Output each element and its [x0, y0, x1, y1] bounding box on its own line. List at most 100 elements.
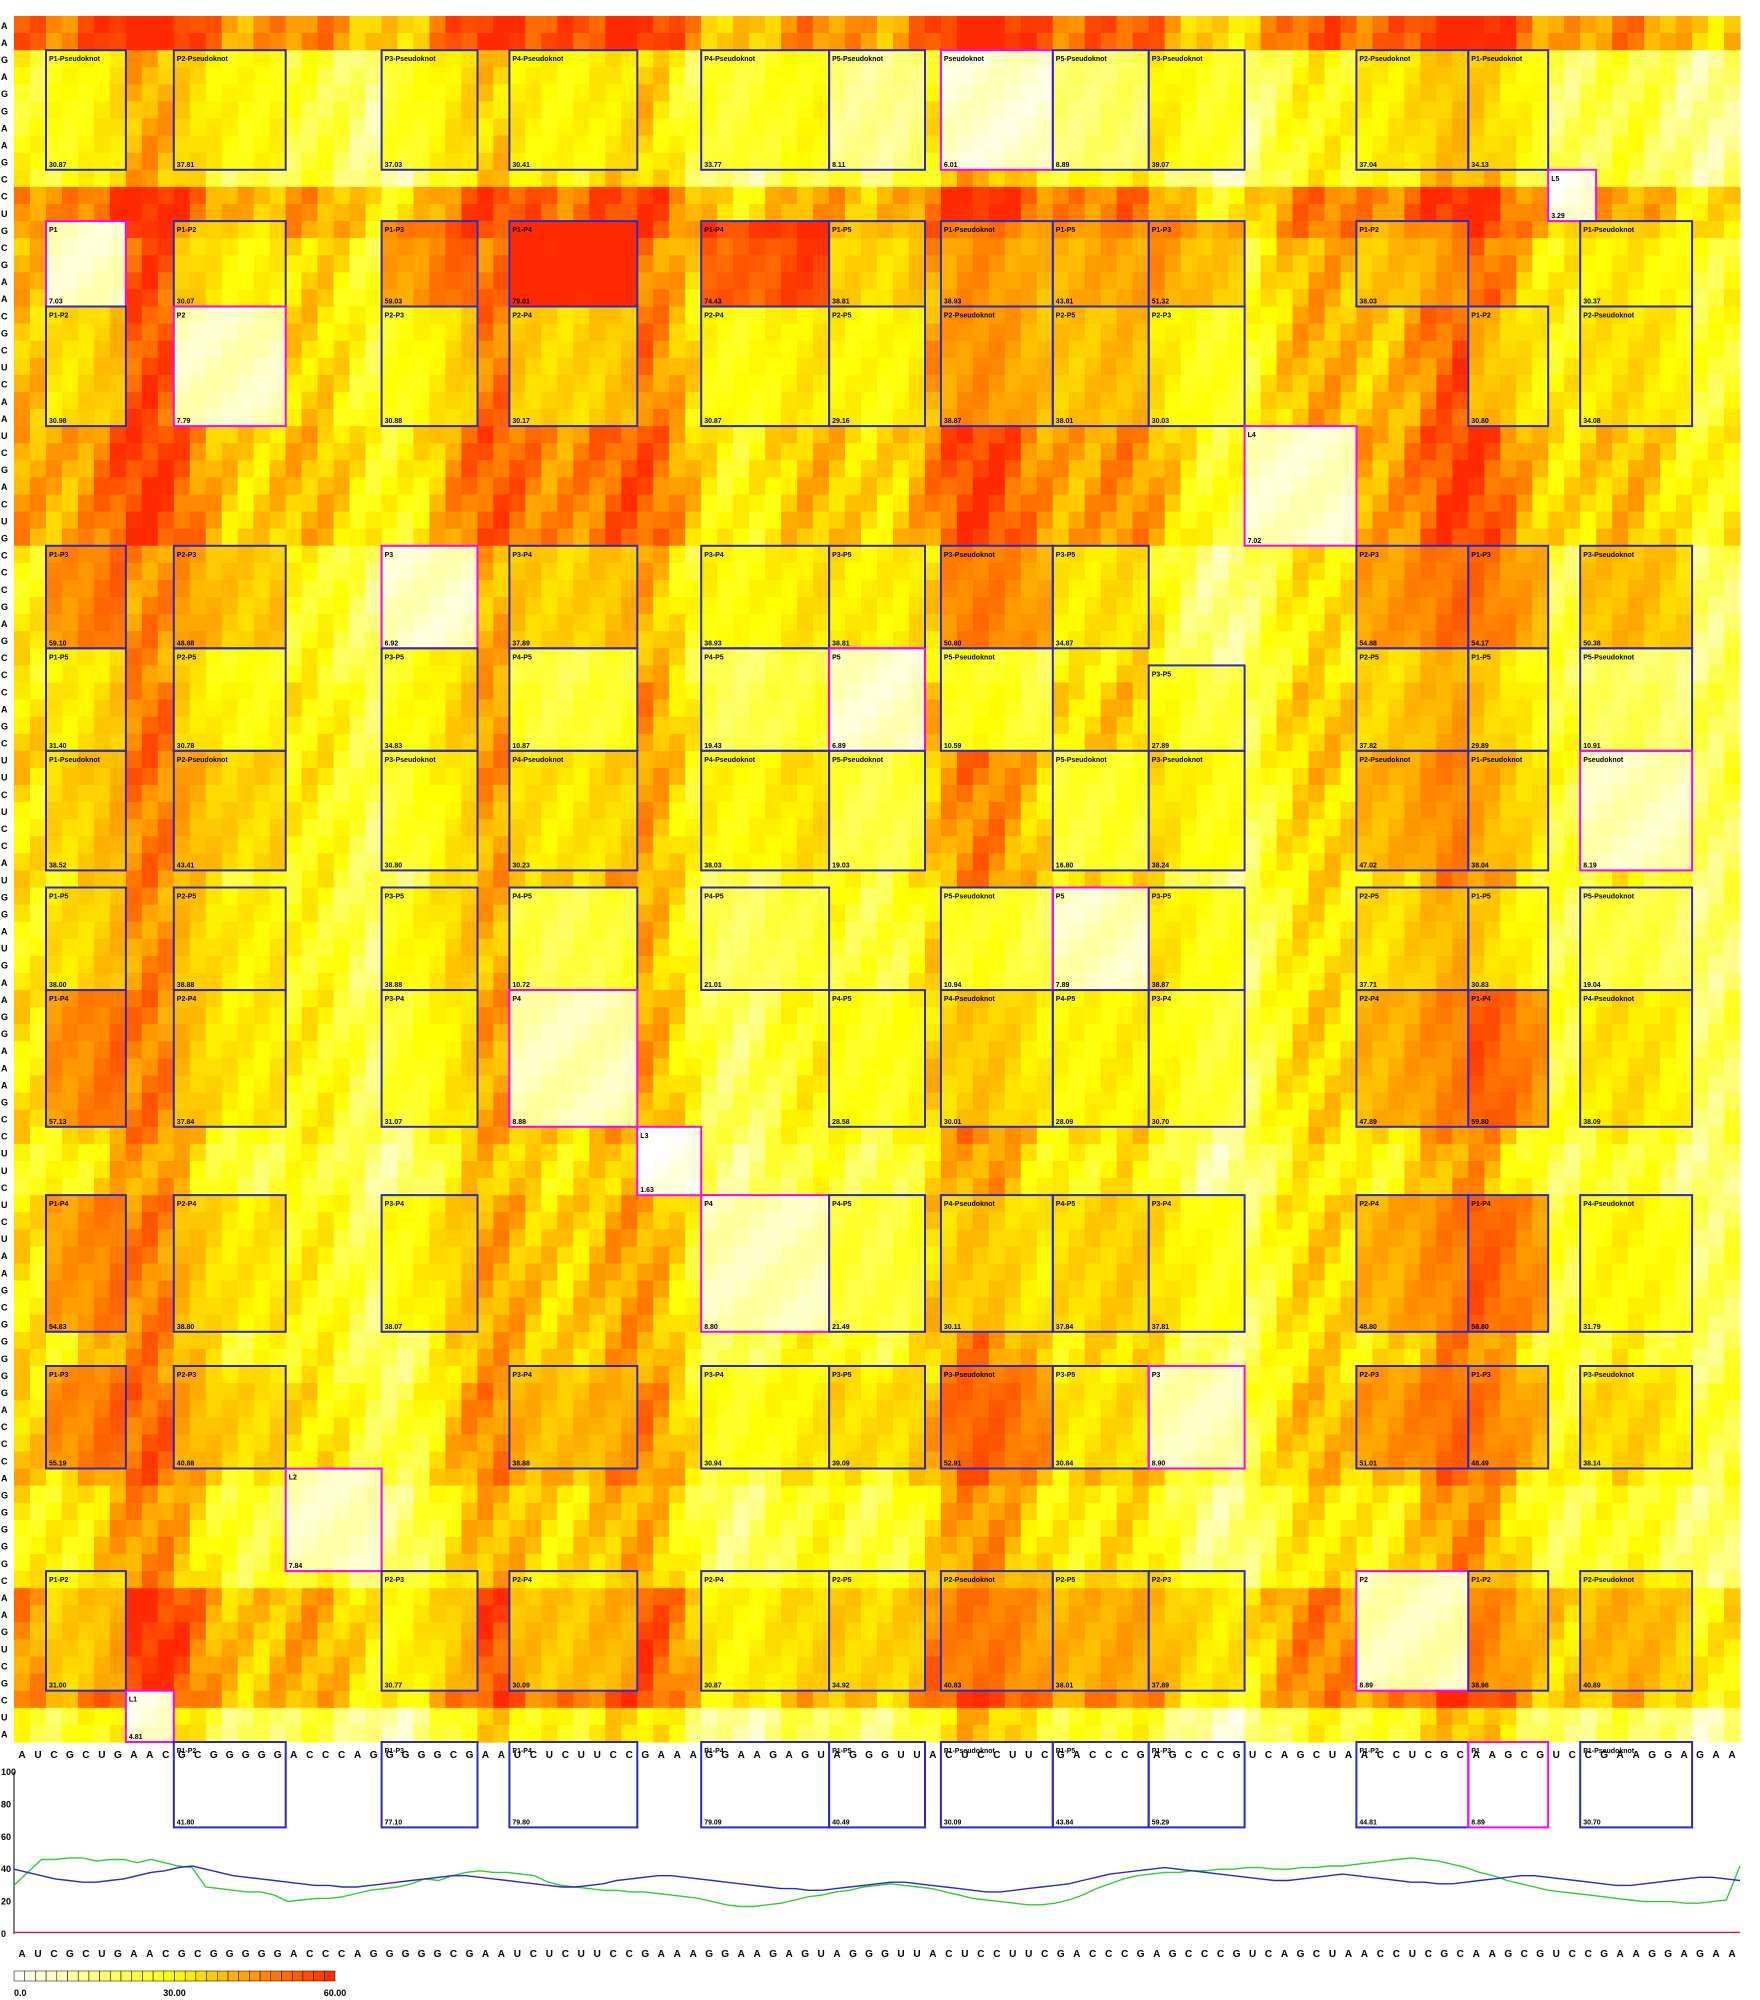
heat-cell	[1708, 495, 1725, 513]
heat-cell	[414, 717, 431, 735]
heat-cell	[158, 495, 175, 513]
heat-cell	[925, 358, 942, 376]
heat-cell	[14, 700, 31, 718]
heat-cell	[749, 238, 766, 256]
heat-cell	[1452, 477, 1469, 495]
heat-cell	[557, 307, 574, 325]
heat-cell	[110, 170, 127, 188]
heat-cell	[1149, 101, 1166, 119]
heat-cell	[1005, 529, 1022, 547]
heat-cell	[446, 734, 463, 752]
heat-cell	[1644, 238, 1661, 256]
heat-cell	[1356, 477, 1373, 495]
heat-cell	[1516, 238, 1533, 256]
heat-cell	[126, 409, 143, 427]
heat-cell	[653, 460, 670, 478]
heat-cell	[877, 495, 894, 513]
heat-cell	[925, 341, 942, 359]
heat-cell	[1309, 255, 1326, 273]
heat-cell	[1021, 170, 1038, 188]
heat-cell	[206, 358, 223, 376]
heat-cell	[1245, 460, 1262, 478]
heat-cell	[1005, 717, 1022, 735]
heat-cell	[302, 119, 319, 137]
heat-cell	[861, 119, 878, 137]
heat-cell	[925, 700, 942, 718]
heat-cell	[270, 529, 287, 547]
heat-cell	[1548, 648, 1565, 666]
heat-cell	[813, 563, 830, 581]
heat-cell	[1277, 443, 1294, 461]
heat-cell	[174, 392, 191, 410]
heat-cell	[1005, 597, 1022, 615]
heat-cell	[366, 409, 383, 427]
heat-cell	[1516, 136, 1533, 154]
heat-cell	[94, 512, 111, 530]
heat-cell	[94, 238, 111, 256]
heat-cell	[765, 392, 782, 410]
heat-cell	[765, 84, 782, 102]
heat-cell	[1564, 443, 1581, 461]
heat-cell	[174, 33, 191, 51]
heat-cell	[1181, 170, 1198, 188]
heat-cell	[1676, 512, 1693, 530]
heat-cell	[1644, 460, 1661, 478]
heat-cell	[1085, 648, 1102, 666]
heat-cell	[525, 785, 542, 803]
heat-cell	[1053, 665, 1070, 683]
heat-cell	[1372, 272, 1389, 290]
heat-cell	[1005, 307, 1022, 325]
heat-cell	[925, 119, 942, 137]
heat-cell	[126, 597, 143, 615]
heat-cell	[1596, 614, 1613, 632]
heat-cell	[621, 529, 638, 547]
heat-cell	[1628, 324, 1645, 342]
heat-cell	[1692, 358, 1709, 376]
heat-cell	[286, 768, 303, 786]
heat-cell	[845, 665, 862, 683]
heat-cell	[350, 426, 367, 444]
heat-cell	[382, 580, 399, 598]
heat-cell	[302, 153, 319, 171]
heat-cell	[270, 768, 287, 786]
heat-cell	[78, 580, 95, 598]
heat-cell	[717, 375, 734, 393]
heat-cell	[1452, 238, 1469, 256]
heat-cell	[573, 358, 590, 376]
heat-cell	[238, 495, 255, 513]
heat-cell	[318, 341, 335, 359]
heat-cell	[206, 409, 223, 427]
heat-cell	[1676, 409, 1693, 427]
heat-cell	[1229, 153, 1246, 171]
heat-cell	[797, 631, 814, 649]
heat-cell	[126, 665, 143, 683]
heat-cell	[62, 529, 79, 547]
heat-cell	[1660, 392, 1677, 410]
heat-cell	[717, 255, 734, 273]
heat-cell	[1724, 358, 1741, 376]
heat-cell	[94, 682, 111, 700]
heat-cell	[893, 84, 910, 102]
heat-cell	[110, 84, 127, 102]
heat-cell	[861, 101, 878, 119]
heat-cell	[1580, 665, 1597, 683]
heat-cell	[430, 768, 447, 786]
heat-cell	[733, 255, 750, 273]
heat-cell	[749, 529, 766, 547]
heat-cell	[957, 375, 974, 393]
heat-cell	[1516, 187, 1533, 205]
heat-cell	[541, 187, 558, 205]
heat-cell	[1692, 33, 1709, 51]
heat-cell	[1181, 341, 1198, 359]
heat-cell	[941, 529, 958, 547]
heat-cell	[909, 734, 926, 752]
heat-cell	[1468, 187, 1485, 205]
heat-cell	[701, 84, 718, 102]
heat-cell	[1293, 700, 1310, 718]
heat-cell	[605, 443, 622, 461]
heat-cell	[1165, 529, 1182, 547]
heat-cell	[190, 341, 207, 359]
heat-cell	[1692, 16, 1709, 34]
heat-cell	[334, 153, 351, 171]
heat-cell	[1005, 324, 1022, 342]
